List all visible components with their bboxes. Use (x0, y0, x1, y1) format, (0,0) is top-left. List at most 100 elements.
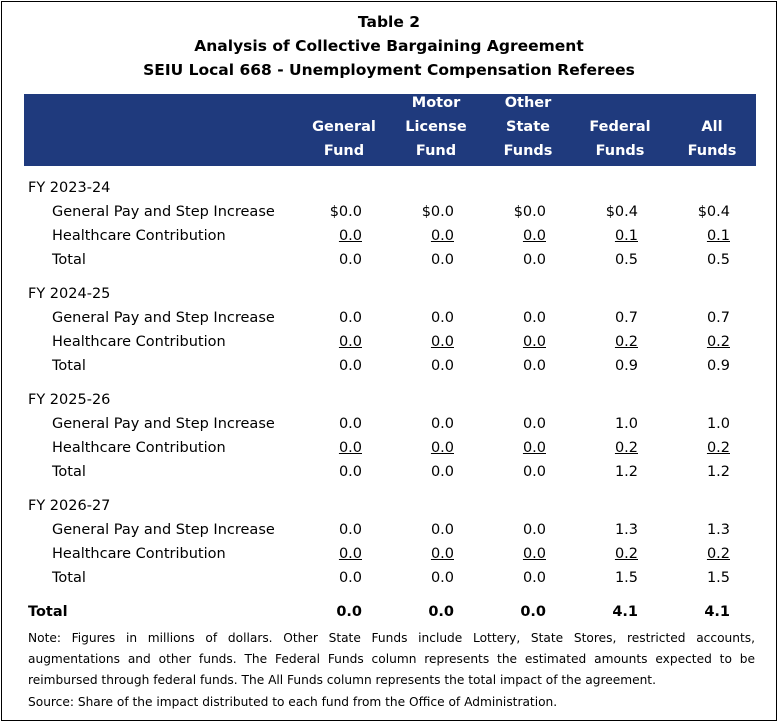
cell-value: 0.5 (614, 252, 638, 268)
cell-value: 0.1 (614, 228, 638, 244)
cell-value: 0.1 (706, 228, 730, 244)
row-label: Healthcare Contribution (52, 546, 226, 562)
row-label: Healthcare Contribution (52, 228, 226, 244)
row-label: Healthcare Contribution (52, 334, 226, 350)
table-row: Total 0.0 0.0 0.0 0.5 0.5 (28, 248, 768, 272)
cell-value: 0.0 (522, 416, 546, 432)
cell-value: 0.0 (338, 228, 362, 244)
row-label: FY 2024-25 (28, 286, 111, 302)
cell-value: 0.0 (338, 522, 362, 538)
row-label: FY 2023-24 (28, 180, 111, 196)
cell-value: 0.0 (522, 464, 546, 480)
table-row: General Pay and Step Increase 0.0 0.0 0.0 1.… (28, 412, 768, 436)
cell-value: 0.2 (614, 334, 638, 350)
section-header-row: FY 2026-27 (28, 494, 768, 518)
table-row: Total 0.0 0.0 0.0 0.9 0.9 (28, 354, 768, 378)
cell-value: 0.0 (522, 252, 546, 268)
column-header-all-funds: All Funds (687, 119, 737, 159)
cell-value: 0.0 (522, 570, 546, 586)
table-title-block: Table 2 Analysis of Collective Bargainin… (2, 10, 776, 82)
cell-value: 0.2 (706, 440, 730, 456)
cell-value: 0.0 (428, 604, 454, 620)
cell-value: 0.0 (338, 546, 362, 562)
row-label: General Pay and Step Increase (52, 310, 275, 326)
cell-value: 0.0 (520, 604, 546, 620)
cell-value: 0.0 (338, 464, 362, 480)
cell-value: 1.3 (614, 522, 638, 538)
cell-value: 0.5 (706, 252, 730, 268)
cell-value: $0.0 (421, 204, 454, 220)
cell-value: 0.0 (430, 546, 454, 562)
cell-value: 1.0 (614, 416, 638, 432)
cell-value: $0.0 (329, 204, 362, 220)
table-row: Healthcare Contribution 0.0 0.0 0.0 0.2 0.2 (28, 542, 768, 566)
cell-value: 0.0 (522, 228, 546, 244)
cell-value: 0.0 (522, 440, 546, 456)
section-header-row: FY 2024-25 (28, 282, 768, 306)
cell-value: 0.0 (522, 546, 546, 562)
cell-value: 0.0 (430, 416, 454, 432)
table-row: Healthcare Contribution 0.0 0.0 0.0 0.2 0.2 (28, 436, 768, 460)
row-label: General Pay and Step Increase (52, 416, 275, 432)
cell-value: 0.2 (706, 546, 730, 562)
cell-value: 0.0 (338, 440, 362, 456)
column-header-general-fund: General Fund (312, 119, 376, 159)
grand-total-row: Total 0.0 0.0 0.0 4.1 4.1 (28, 600, 768, 624)
section-header-row: FY 2023-24 (28, 176, 768, 200)
cell-value: 1.0 (706, 416, 730, 432)
cell-value: 4.1 (704, 604, 730, 620)
row-label: Healthcare Contribution (52, 440, 226, 456)
cell-value: 1.2 (706, 464, 730, 480)
cell-value: 0.0 (522, 334, 546, 350)
table-row: Total 0.0 0.0 0.0 1.2 1.2 (28, 460, 768, 484)
table-subtitle: SEIU Local 668 - Unemployment Compensati… (143, 61, 635, 79)
cell-value: 0.0 (430, 464, 454, 480)
column-header-federal-funds: Federal Funds (589, 119, 651, 159)
cell-value: 0.9 (706, 358, 730, 374)
row-label: Total (52, 570, 86, 586)
table-source: Source: Share of the impact distributed … (28, 695, 558, 709)
cell-value: 0.0 (338, 358, 362, 374)
row-label: Total (28, 604, 68, 620)
row-label: General Pay and Step Increase (52, 522, 275, 538)
cell-value: 0.2 (706, 334, 730, 350)
cell-value: 1.5 (706, 570, 730, 586)
section-header-row: FY 2025-26 (28, 388, 768, 412)
cell-value: 0.7 (706, 310, 730, 326)
cell-value: $0.4 (605, 204, 638, 220)
column-header-motor-license-fund: Motor License Fund (405, 95, 467, 159)
table-row: Total 0.0 0.0 0.0 1.5 1.5 (28, 566, 768, 590)
cell-value: 0.9 (614, 358, 638, 374)
row-label: FY 2025-26 (28, 392, 111, 408)
column-header-other-state-funds: Other State Funds (503, 95, 553, 159)
cell-value: 0.7 (614, 310, 638, 326)
cell-value: 0.0 (338, 334, 362, 350)
cell-value: 0.2 (614, 440, 638, 456)
table-number: Table 2 (357, 13, 421, 31)
table-row: General Pay and Step Increase 0.0 0.0 0.0 0.… (28, 306, 768, 330)
row-label: FY 2026-27 (28, 498, 111, 514)
cell-value: 1.5 (614, 570, 638, 586)
cell-value: 0.0 (430, 570, 454, 586)
table-row: General Pay and Step Increase 0.0 0.0 0.0 1.… (28, 518, 768, 542)
row-label: Total (52, 252, 86, 268)
cell-value: 0.0 (430, 522, 454, 538)
column-header-bar: General Fund Motor License Fund Other State F… (24, 94, 756, 166)
cell-value: 0.0 (336, 604, 362, 620)
cell-value: 1.2 (614, 464, 638, 480)
row-label: General Pay and Step Increase (52, 204, 275, 220)
cell-value: 0.2 (614, 546, 638, 562)
cell-value: 4.1 (612, 604, 638, 620)
table-note: Note: Figures in millions of dollars. Ot… (28, 631, 755, 687)
cell-value: 0.0 (338, 310, 362, 326)
cell-value: 0.0 (430, 334, 454, 350)
cell-value: 0.0 (430, 228, 454, 244)
cell-value: $0.4 (697, 204, 730, 220)
table-row: Healthcare Contribution 0.0 0.0 0.0 0.2 0.2 (28, 330, 768, 354)
cell-value: 0.0 (522, 522, 546, 538)
cell-value: 0.0 (338, 252, 362, 268)
table-title: Analysis of Collective Bargaining Agreem… (194, 37, 584, 55)
cell-value: 0.0 (338, 570, 362, 586)
cell-value: $0.0 (513, 204, 546, 220)
